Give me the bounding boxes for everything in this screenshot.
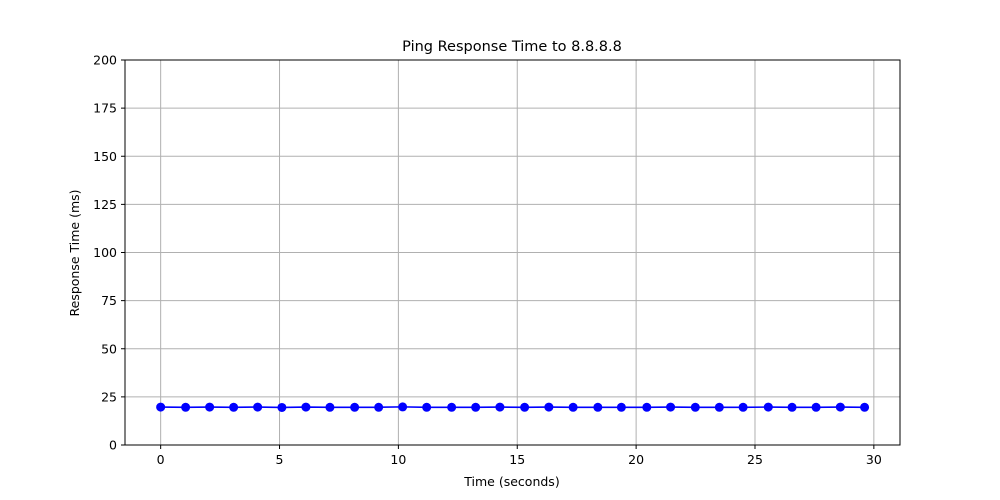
x-tick-label: 5: [276, 452, 284, 467]
data-point: [811, 402, 821, 412]
data-point: [301, 402, 311, 412]
data-point: [666, 402, 676, 412]
data-point: [181, 402, 191, 412]
data-point: [593, 402, 603, 412]
data-point: [642, 402, 652, 412]
y-tick-label: 50: [101, 341, 117, 356]
series-line: [160, 406, 865, 409]
data-point: [447, 402, 457, 412]
x-tick-label: 20: [628, 452, 644, 467]
data-point: [495, 402, 505, 412]
data-point: [763, 402, 773, 412]
grid: [125, 59, 900, 446]
data-point: [738, 402, 748, 412]
data-point: [422, 402, 432, 412]
data-point: [616, 402, 626, 412]
data-point: [835, 402, 845, 412]
data-point: [325, 402, 335, 412]
data-point: [374, 402, 384, 412]
x-tick-label: 30: [866, 452, 882, 467]
y-tick-label: 75: [101, 293, 117, 308]
data-point: [520, 402, 530, 412]
data-point: [544, 402, 554, 412]
y-tick-label: 0: [109, 438, 117, 453]
y-tick-label: 25: [101, 389, 117, 404]
data-point: [398, 402, 408, 412]
x-tick-label: 15: [509, 452, 525, 467]
y-tick-label: 125: [93, 197, 117, 212]
y-tick-label: 175: [93, 101, 117, 116]
plot-frame: [124, 59, 901, 446]
data-point: [205, 402, 215, 412]
y-axis-ticks: 0 25 50 75 100 125 150 175 200: [93, 53, 125, 453]
data-point: [156, 402, 166, 412]
data-point: [568, 402, 578, 412]
data-point: [277, 402, 287, 412]
x-tick-label: 0: [157, 452, 165, 467]
y-tick-label: 100: [93, 245, 117, 260]
data-point: [690, 402, 700, 412]
data-point: [229, 402, 239, 412]
y-tick-label: 150: [93, 149, 117, 164]
data-point: [471, 402, 481, 412]
data-point: [787, 402, 797, 412]
x-axis-label: Time (seconds): [463, 474, 559, 489]
data-point: [714, 402, 724, 412]
series-group: [156, 402, 870, 412]
data-point: [253, 402, 263, 412]
x-tick-label: 10: [390, 452, 406, 467]
x-axis-ticks: 0 5 10 15 20 25 30: [157, 445, 882, 467]
chart-title: Ping Response Time to 8.8.8.8: [402, 39, 622, 55]
data-point: [860, 402, 870, 412]
y-tick-label: 200: [93, 53, 117, 68]
x-tick-label: 25: [747, 452, 763, 467]
data-point: [350, 402, 360, 412]
y-axis-label: Response Time (ms): [67, 189, 82, 316]
